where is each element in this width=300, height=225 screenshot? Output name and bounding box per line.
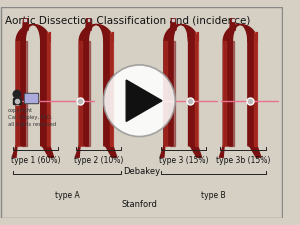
Text: Stanford: Stanford bbox=[122, 200, 157, 209]
Polygon shape bbox=[190, 146, 202, 157]
Polygon shape bbox=[110, 32, 113, 146]
Text: Debakey: Debakey bbox=[123, 167, 160, 176]
Text: Aortic Dissection Classification and (incidence): Aortic Dissection Classification and (in… bbox=[5, 16, 250, 26]
Text: type 3 (15%): type 3 (15%) bbox=[159, 156, 208, 165]
Polygon shape bbox=[164, 41, 167, 146]
Polygon shape bbox=[195, 32, 198, 146]
Text: type 2 (10%): type 2 (10%) bbox=[74, 156, 124, 165]
Polygon shape bbox=[229, 41, 234, 146]
Polygon shape bbox=[164, 25, 198, 146]
Circle shape bbox=[103, 65, 175, 137]
Polygon shape bbox=[86, 19, 91, 30]
Polygon shape bbox=[22, 19, 28, 30]
Text: copyright
Cal Shipley, M.D.
all rights reserved: copyright Cal Shipley, M.D. all rights r… bbox=[8, 108, 56, 127]
Polygon shape bbox=[79, 41, 82, 146]
Text: type A: type A bbox=[55, 191, 80, 200]
Polygon shape bbox=[230, 19, 236, 30]
Text: type B: type B bbox=[201, 191, 226, 200]
Polygon shape bbox=[25, 93, 38, 103]
Polygon shape bbox=[223, 25, 257, 146]
Circle shape bbox=[13, 90, 21, 98]
Polygon shape bbox=[106, 146, 117, 157]
Polygon shape bbox=[160, 146, 165, 157]
Polygon shape bbox=[170, 41, 175, 146]
Text: type 3b (15%): type 3b (15%) bbox=[216, 156, 270, 165]
Text: type 1 (60%): type 1 (60%) bbox=[11, 156, 61, 165]
Polygon shape bbox=[88, 19, 89, 21]
Polygon shape bbox=[12, 146, 17, 157]
Polygon shape bbox=[232, 19, 234, 21]
Polygon shape bbox=[16, 25, 50, 146]
Polygon shape bbox=[170, 19, 176, 30]
Polygon shape bbox=[172, 19, 174, 21]
Polygon shape bbox=[22, 41, 27, 146]
Polygon shape bbox=[223, 41, 226, 146]
Polygon shape bbox=[254, 32, 257, 146]
Polygon shape bbox=[250, 146, 261, 157]
Polygon shape bbox=[219, 146, 224, 157]
Polygon shape bbox=[75, 146, 80, 157]
Polygon shape bbox=[85, 41, 90, 146]
Polygon shape bbox=[13, 98, 21, 104]
Polygon shape bbox=[126, 80, 162, 122]
Polygon shape bbox=[47, 32, 50, 146]
Polygon shape bbox=[42, 146, 54, 157]
Polygon shape bbox=[25, 19, 26, 21]
Polygon shape bbox=[16, 41, 19, 146]
Polygon shape bbox=[79, 25, 113, 146]
Polygon shape bbox=[26, 94, 37, 102]
